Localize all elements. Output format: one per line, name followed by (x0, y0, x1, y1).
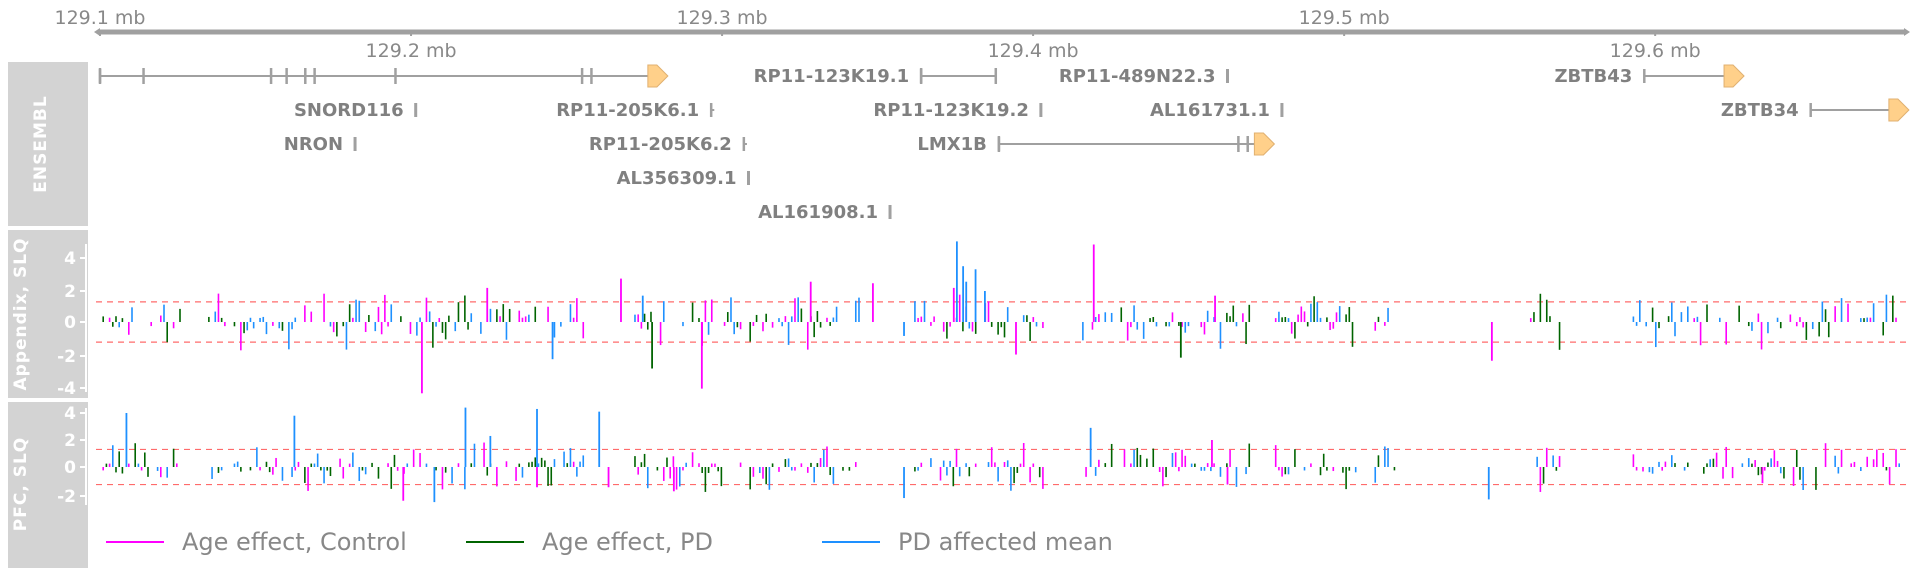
ensembl-track-box (8, 62, 88, 226)
gene-label: LMX1B (917, 134, 987, 155)
ytick-label: 4 (64, 249, 76, 269)
ytick-label: -4 (57, 379, 76, 399)
pfc-track-title: PFC, SLQ (11, 437, 31, 531)
gene: ZBTB43 (1554, 64, 1745, 88)
pfc-track-box (8, 402, 88, 568)
axis-tick-label: 129.3 mb (677, 7, 768, 29)
gene-label: RP11-205K6.2 (589, 134, 732, 155)
ytick-label: -2 (57, 487, 76, 507)
gene: NRON (284, 134, 357, 155)
gene: RP11-123K19.1 (754, 66, 998, 87)
gene-label: NRON (284, 134, 343, 155)
gene-label: RP11-123K19.2 (873, 100, 1029, 121)
axis-tick-label: 129.6 mb (1610, 40, 1701, 62)
axis-tick-label: 129.5 mb (1299, 7, 1390, 29)
appendix-track-box (8, 230, 88, 398)
gene-label: RP11-205K6.1 (556, 100, 699, 121)
gene-label: AL161908.1 (758, 202, 878, 223)
gene: AL161908.1 (758, 202, 892, 223)
gene-label: AL161731.1 (1150, 100, 1270, 121)
legend-label-pd: Age effect, PD (542, 528, 713, 556)
gene (98, 64, 669, 88)
genome-axis: 129.1 mb 129.3 mb 129.5 mb 129.2 mb 129.4 mb… (54, 7, 1910, 62)
track-title-boxes: ENSEMBL Appendix, SLQ PFC, SLQ (8, 62, 88, 568)
gene-label: ZBTB43 (1554, 66, 1632, 87)
appendix-track-title: Appendix, SLQ (11, 238, 31, 391)
ytick-label: 4 (64, 404, 76, 424)
gene: AL356309.1 (617, 168, 751, 189)
axis-tick-label: 129.2 mb (366, 40, 457, 62)
gene: RP11-205K6.1 (556, 100, 715, 121)
gene: SNORD116 (294, 100, 418, 121)
legend: Age effect, Control Age effect, PD PD af… (106, 528, 1113, 556)
gene: LMX1B (917, 132, 1276, 156)
gene: RP11-205K6.2 (589, 134, 747, 155)
legend-label-control: Age effect, Control (182, 528, 407, 556)
axis-left-arrow (94, 28, 100, 36)
gene-label: RP11-489N22.3 (1059, 66, 1216, 87)
gene-label: SNORD116 (294, 100, 404, 121)
axis-tick-label: 129.1 mb (54, 7, 145, 29)
gene-label: ZBTB34 (1721, 100, 1799, 121)
gene: RP11-123K19.2 (873, 100, 1043, 121)
pfc-slq-track (96, 407, 1910, 503)
pfc-y-axis: 4 2 0 -2 (57, 404, 87, 507)
gene-strand-arrow (1888, 98, 1910, 122)
ytick-label: 0 (64, 458, 76, 478)
ytick-label: 0 (64, 313, 76, 333)
legend-label-pd-mean: PD affected mean (898, 528, 1113, 556)
appendix-slq-track (96, 241, 1910, 394)
gene-strand-arrow (1253, 132, 1276, 156)
gene-label: AL356309.1 (617, 168, 737, 189)
gene: RP11-489N22.3 (1059, 66, 1229, 87)
gene-strand-arrow (647, 64, 669, 88)
appendix-y-axis: 4 2 0 -2 -4 (57, 244, 87, 399)
gene-strand-arrow (1723, 64, 1745, 88)
ensembl-track-title: ENSEMBL (31, 95, 51, 192)
ensembl-genes: SNORD116 NRON RP11-205K6.1 RP11-205K6.2 AL35… (98, 64, 1910, 223)
ytick-label: 2 (64, 282, 76, 302)
gene-label: RP11-123K19.1 (754, 66, 910, 87)
axis-right-arrow (1904, 28, 1910, 36)
gene: ZBTB34 (1721, 98, 1910, 122)
axis-tick-label: 129.4 mb (988, 40, 1079, 62)
ytick-label: -2 (57, 347, 76, 367)
gene: AL161731.1 (1150, 100, 1284, 121)
ytick-label: 2 (64, 431, 76, 451)
